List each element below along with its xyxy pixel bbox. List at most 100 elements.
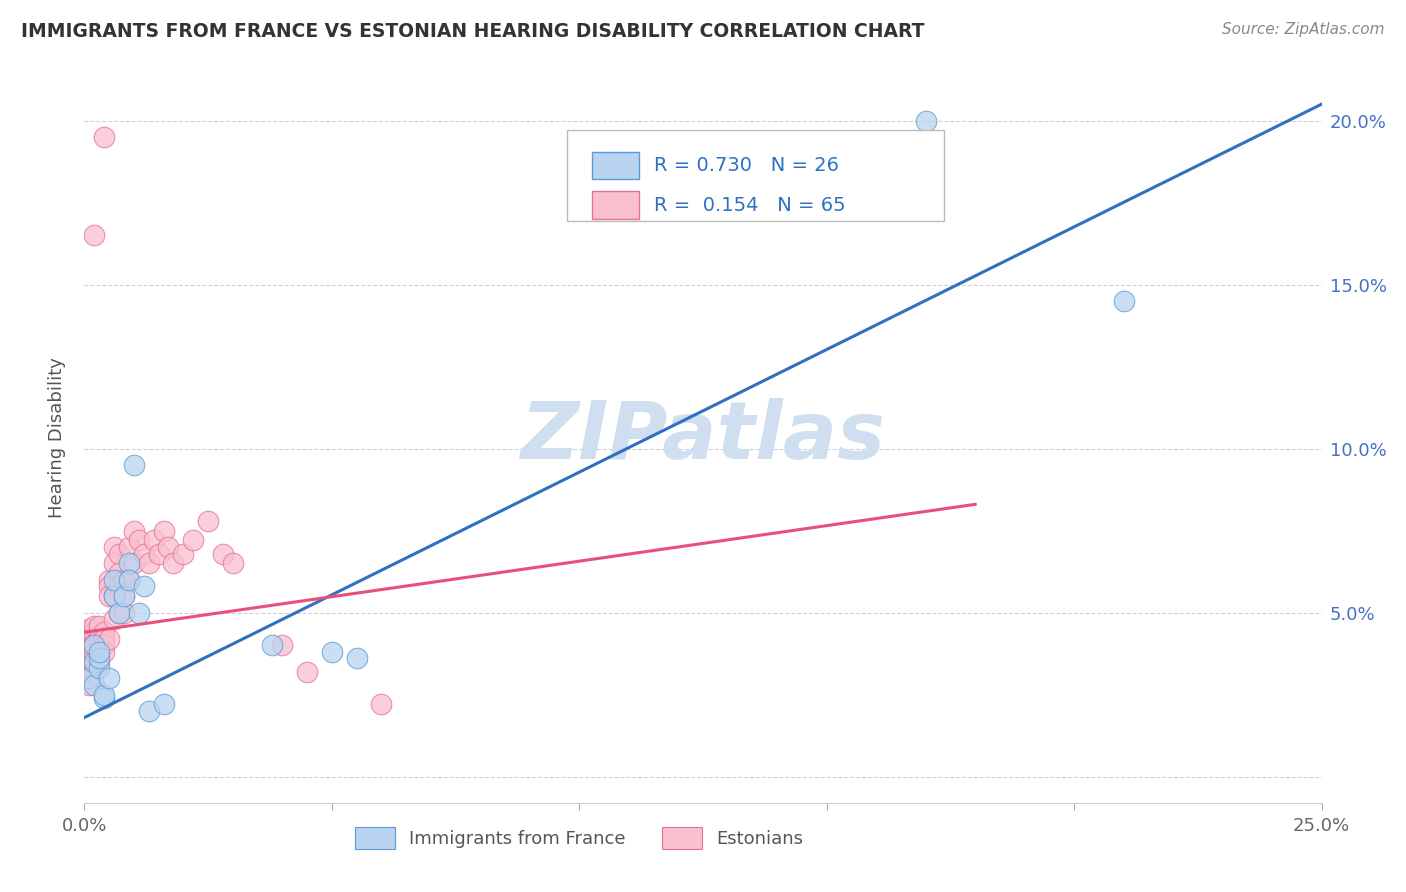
Point [83, 638, 105, 652]
Point [148, 547, 170, 561]
Point [346, 651, 368, 665]
Point [89, 638, 111, 652]
Point [98, 671, 121, 685]
Point [89, 655, 111, 669]
Point [93, 632, 115, 646]
Point [142, 533, 165, 548]
Point [914, 113, 936, 128]
Point [162, 557, 184, 571]
Point [83, 651, 105, 665]
Point [79, 655, 101, 669]
Point [89, 645, 111, 659]
Point [89, 645, 111, 659]
Point [93, 638, 115, 652]
Point [83, 625, 105, 640]
Legend: Immigrants from France, Estonians: Immigrants from France, Estonians [349, 820, 810, 856]
Point [103, 612, 125, 626]
Point [122, 524, 145, 538]
Point [79, 678, 101, 692]
Point [112, 589, 135, 603]
Point [118, 573, 141, 587]
Point [118, 540, 141, 554]
FancyBboxPatch shape [592, 191, 638, 219]
Point [93, 130, 115, 145]
Point [112, 606, 135, 620]
Point [222, 557, 245, 571]
Point [152, 524, 174, 538]
Point [103, 540, 125, 554]
Point [103, 589, 125, 603]
Point [103, 589, 125, 603]
Point [83, 665, 105, 679]
Point [93, 625, 115, 640]
Point [103, 573, 125, 587]
Point [83, 658, 105, 673]
Point [138, 557, 160, 571]
Point [108, 606, 131, 620]
FancyBboxPatch shape [567, 130, 945, 221]
Point [83, 618, 105, 632]
Point [79, 622, 101, 636]
Text: Source: ZipAtlas.com: Source: ZipAtlas.com [1222, 22, 1385, 37]
Point [93, 645, 115, 659]
Point [118, 557, 141, 571]
Point [79, 651, 101, 665]
Point [83, 228, 105, 243]
Point [132, 547, 155, 561]
Point [79, 661, 101, 675]
Text: ZIPatlas: ZIPatlas [520, 398, 886, 476]
Point [98, 632, 121, 646]
Point [89, 628, 111, 642]
Point [79, 628, 101, 642]
Point [295, 665, 318, 679]
Point [118, 573, 141, 587]
Point [93, 690, 115, 705]
Point [152, 698, 174, 712]
Point [271, 638, 294, 652]
Point [83, 635, 105, 649]
Point [212, 547, 235, 561]
Point [138, 704, 160, 718]
Point [1112, 293, 1135, 308]
Point [103, 557, 125, 571]
Point [108, 606, 131, 620]
Point [93, 688, 115, 702]
Point [108, 566, 131, 581]
Point [83, 655, 105, 669]
Point [128, 606, 150, 620]
FancyBboxPatch shape [592, 152, 638, 179]
Point [89, 632, 111, 646]
Point [83, 645, 105, 659]
Point [112, 573, 135, 587]
Point [197, 514, 219, 528]
Point [79, 671, 101, 685]
Point [157, 540, 180, 554]
Point [122, 458, 145, 472]
Point [321, 645, 343, 659]
Text: R = 0.730   N = 26: R = 0.730 N = 26 [654, 156, 838, 175]
Point [98, 589, 121, 603]
Point [79, 645, 101, 659]
Point [79, 641, 101, 656]
Y-axis label: Hearing Disability: Hearing Disability [48, 357, 66, 517]
Point [262, 638, 284, 652]
Text: R =  0.154   N = 65: R = 0.154 N = 65 [654, 195, 845, 215]
Point [108, 547, 131, 561]
Point [112, 589, 135, 603]
Text: IMMIGRANTS FROM FRANCE VS ESTONIAN HEARING DISABILITY CORRELATION CHART: IMMIGRANTS FROM FRANCE VS ESTONIAN HEARI… [21, 22, 925, 41]
Point [128, 533, 150, 548]
Point [98, 579, 121, 593]
Point [172, 547, 194, 561]
Point [89, 618, 111, 632]
Point [83, 638, 105, 652]
Point [370, 698, 392, 712]
Point [98, 573, 121, 587]
Point [79, 648, 101, 663]
Point [79, 671, 101, 685]
Point [122, 557, 145, 571]
Point [89, 661, 111, 675]
Point [89, 651, 111, 665]
Point [132, 579, 155, 593]
Point [79, 632, 101, 646]
Point [83, 678, 105, 692]
